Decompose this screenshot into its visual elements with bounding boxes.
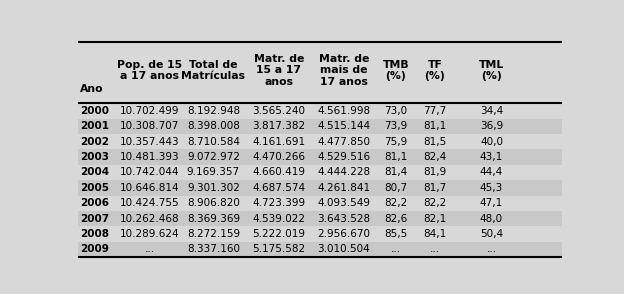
Bar [78,180,562,196]
Text: 10.308.707: 10.308.707 [120,121,179,131]
Text: 81,4: 81,4 [384,168,407,178]
Text: 4.161.691: 4.161.691 [252,137,305,147]
Text: 40,0: 40,0 [480,137,503,147]
Text: 10.262.468: 10.262.468 [120,214,179,224]
Text: 44,4: 44,4 [480,168,503,178]
Text: 10.702.499: 10.702.499 [120,106,179,116]
Text: 2006: 2006 [80,198,109,208]
Text: 2001: 2001 [80,121,109,131]
Text: ...: ... [145,244,155,254]
Text: 2008: 2008 [80,229,109,239]
Text: 82,4: 82,4 [423,152,447,162]
Text: 8.710.584: 8.710.584 [187,137,240,147]
Text: 34,4: 34,4 [480,106,503,116]
Text: 2003: 2003 [80,152,109,162]
Text: 36,9: 36,9 [480,121,503,131]
Text: 10.424.755: 10.424.755 [120,198,179,208]
Bar [78,149,562,165]
Text: ...: ... [391,244,401,254]
Text: 82,2: 82,2 [423,198,447,208]
Text: 2.956.670: 2.956.670 [318,229,371,239]
Text: Total de
Matrículas: Total de Matrículas [182,60,245,81]
Text: 2000: 2000 [80,106,109,116]
Text: TF
(%): TF (%) [424,60,446,81]
Text: 81,1: 81,1 [384,152,407,162]
Text: 8.337.160: 8.337.160 [187,244,240,254]
Text: 4.539.022: 4.539.022 [252,214,305,224]
Text: 4.660.419: 4.660.419 [252,168,305,178]
Text: 2005: 2005 [80,183,109,193]
Text: TMB
(%): TMB (%) [383,60,409,81]
Text: 8.369.369: 8.369.369 [187,214,240,224]
Text: 3.010.504: 3.010.504 [318,244,371,254]
Text: 82,6: 82,6 [384,214,407,224]
Text: 4.529.516: 4.529.516 [318,152,371,162]
Text: 3.643.528: 3.643.528 [318,214,371,224]
Text: ...: ... [430,244,440,254]
Text: 8.272.159: 8.272.159 [187,229,240,239]
Text: 9.169.357: 9.169.357 [187,168,240,178]
Text: 48,0: 48,0 [480,214,503,224]
Text: 80,7: 80,7 [384,183,407,193]
Text: 3.565.240: 3.565.240 [252,106,305,116]
Text: 9.301.302: 9.301.302 [187,183,240,193]
Text: 8.906.820: 8.906.820 [187,198,240,208]
Text: 50,4: 50,4 [480,229,503,239]
Text: 47,1: 47,1 [480,198,503,208]
Text: Matr. de
15 a 17
anos: Matr. de 15 a 17 anos [253,54,304,87]
Text: Ano: Ano [80,84,104,94]
Text: 5.175.582: 5.175.582 [252,244,305,254]
Text: 84,1: 84,1 [423,229,447,239]
Text: 4.477.850: 4.477.850 [318,137,371,147]
Text: 75,9: 75,9 [384,137,407,147]
Text: 73,9: 73,9 [384,121,407,131]
Text: 4.093.549: 4.093.549 [318,198,371,208]
Text: 81,5: 81,5 [423,137,447,147]
Text: 81,7: 81,7 [423,183,447,193]
Text: 82,2: 82,2 [384,198,407,208]
Text: 2002: 2002 [80,137,109,147]
Text: 81,9: 81,9 [423,168,447,178]
Text: 10.742.044: 10.742.044 [120,168,179,178]
Text: 8.398.008: 8.398.008 [187,121,240,131]
Text: 45,3: 45,3 [480,183,503,193]
Text: 10.357.443: 10.357.443 [120,137,179,147]
Text: 2007: 2007 [80,214,110,224]
Text: 4.470.266: 4.470.266 [252,152,305,162]
Text: 4.515.144: 4.515.144 [318,121,371,131]
Text: ...: ... [487,244,497,254]
Text: 10.481.393: 10.481.393 [120,152,179,162]
Text: 2004: 2004 [80,168,110,178]
Text: 82,1: 82,1 [423,214,447,224]
Text: 9.072.972: 9.072.972 [187,152,240,162]
Text: Matr. de
mais de
17 anos: Matr. de mais de 17 anos [319,54,369,87]
Text: 43,1: 43,1 [480,152,503,162]
Bar [78,118,562,134]
Text: 4.561.998: 4.561.998 [318,106,371,116]
Text: 4.723.399: 4.723.399 [252,198,305,208]
Text: 5.222.019: 5.222.019 [252,229,305,239]
Text: 4.444.228: 4.444.228 [318,168,371,178]
Text: 73,0: 73,0 [384,106,407,116]
Text: 4.687.574: 4.687.574 [252,183,305,193]
Text: 2009: 2009 [80,244,109,254]
Text: 10.646.814: 10.646.814 [120,183,179,193]
Text: 8.192.948: 8.192.948 [187,106,240,116]
Text: 81,1: 81,1 [423,121,447,131]
Text: 10.289.624: 10.289.624 [120,229,179,239]
Text: 77,7: 77,7 [423,106,447,116]
Text: 4.261.841: 4.261.841 [318,183,371,193]
Text: 85,5: 85,5 [384,229,407,239]
Text: 3.817.382: 3.817.382 [252,121,305,131]
Text: Pop. de 15
a 17 anos: Pop. de 15 a 17 anos [117,60,182,81]
Bar [78,242,562,257]
Bar [78,211,562,226]
Text: TML
(%): TML (%) [479,60,504,81]
